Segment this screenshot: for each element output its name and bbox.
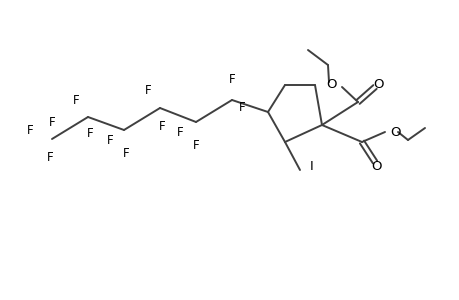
- Text: I: I: [309, 160, 313, 172]
- Text: F: F: [27, 124, 33, 136]
- Text: O: O: [389, 125, 400, 139]
- Text: F: F: [49, 116, 55, 128]
- Text: F: F: [176, 125, 183, 139]
- Text: F: F: [86, 127, 93, 140]
- Text: F: F: [192, 139, 199, 152]
- Text: F: F: [106, 134, 113, 146]
- Text: F: F: [158, 119, 165, 133]
- Text: F: F: [228, 73, 235, 85]
- Text: F: F: [46, 151, 53, 164]
- Text: F: F: [73, 94, 79, 106]
- Text: O: O: [373, 77, 383, 91]
- Text: F: F: [123, 146, 129, 160]
- Text: F: F: [145, 83, 151, 97]
- Text: O: O: [326, 77, 336, 91]
- Text: F: F: [238, 100, 245, 113]
- Text: O: O: [371, 160, 381, 172]
